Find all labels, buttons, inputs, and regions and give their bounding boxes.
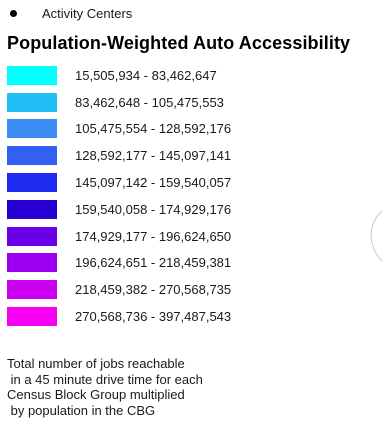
legend-class-row: 218,459,382 - 270,568,735: [7, 276, 307, 303]
activity-centers-legend-item: Activity Centers: [8, 3, 132, 23]
range-label: 15,505,934 - 83,462,647: [75, 67, 217, 83]
note-line: by population in the CBG: [7, 402, 156, 418]
legend-class-row: 128,592,177 - 145,097,141: [7, 142, 307, 169]
color-swatch: [7, 199, 57, 219]
legend-class-row: 15,505,934 - 83,462,647: [7, 62, 307, 89]
note-line: Total number of jobs reachable: [7, 356, 185, 371]
range-label: 105,475,554 - 128,592,176: [75, 121, 232, 137]
range-label: 218,459,382 - 270,568,735: [75, 282, 232, 298]
color-swatch: [7, 119, 57, 139]
legend-class-row: 196,624,651 - 218,459,381: [7, 250, 307, 277]
legend-title: Population-Weighted Auto Accessibility: [7, 33, 351, 53]
activity-centers-label: Activity Centers: [42, 5, 133, 21]
legend-note: Total number of jobs reachable in a 45 m…: [7, 356, 247, 418]
legend-class-row: 174,929,177 - 196,624,650: [7, 223, 307, 250]
note-line: in a 45 minute drive time for each: [7, 371, 203, 387]
legend-class-row: 83,462,648 - 105,475,553: [7, 89, 307, 116]
range-label: 196,624,651 - 218,459,381: [75, 255, 232, 271]
color-swatch: [7, 146, 57, 166]
color-swatch: [7, 280, 57, 300]
map-boundary-fragment: [370, 210, 383, 262]
legend-class-row: 270,568,736 - 397,487,543: [7, 303, 307, 330]
black-dot-icon: [10, 9, 17, 17]
range-label: 128,592,177 - 145,097,141: [75, 148, 232, 164]
color-swatch: [7, 253, 57, 273]
range-label: 174,929,177 - 196,624,650: [75, 228, 232, 244]
color-swatch: [7, 65, 57, 85]
color-swatch: [7, 226, 57, 246]
color-swatch: [7, 307, 57, 327]
color-swatch: [7, 173, 57, 193]
range-label: 145,097,142 - 159,540,057: [75, 175, 232, 191]
note-line: Census Block Group multiplied: [7, 387, 185, 403]
legend-class-row: 159,540,058 - 174,929,176: [7, 196, 307, 223]
legend-class-list: 15,505,934 - 83,462,647 83,462,648 - 105…: [7, 62, 307, 330]
range-label: 83,462,648 - 105,475,553: [75, 94, 224, 110]
range-label: 159,540,058 - 174,929,176: [75, 201, 232, 217]
range-label: 270,568,736 - 397,487,543: [75, 309, 232, 325]
color-swatch: [7, 92, 57, 112]
legend-class-row: 105,475,554 - 128,592,176: [7, 116, 307, 143]
legend-class-row: 145,097,142 - 159,540,057: [7, 169, 307, 196]
